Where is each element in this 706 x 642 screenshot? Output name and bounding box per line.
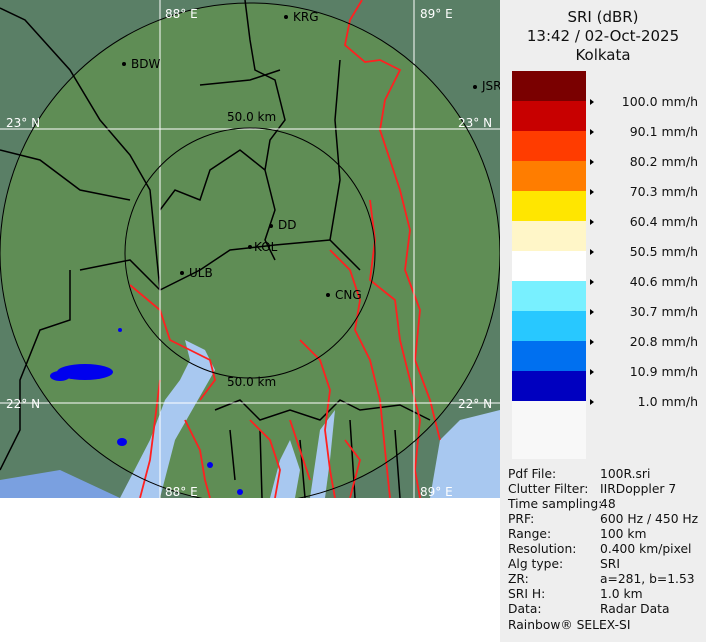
info-key: ZR: (508, 572, 529, 586)
ring-label-top: 50.0 km (227, 110, 276, 124)
water-bodies (0, 340, 500, 498)
color-band (512, 161, 586, 191)
place-dd: DD (278, 218, 296, 232)
scale-label: 90.1 mm/h (588, 124, 698, 139)
info-key: Clutter Filter: (508, 482, 589, 496)
color-band (512, 251, 586, 281)
scale-label: 1.0 mm/h (588, 394, 698, 409)
district-borders (0, 0, 431, 498)
scale-label: 20.8 mm/h (588, 334, 698, 349)
info-value: 0.400 km/pixel (600, 542, 692, 556)
color-band (512, 101, 586, 131)
info-key: PRF: (508, 512, 535, 526)
info-value: SRI (600, 557, 620, 571)
product-datetime: 13:42 / 02-Oct-2025 (526, 27, 680, 45)
lat-label-22-left: 22° N (6, 397, 40, 411)
color-band (512, 191, 586, 221)
color-band (512, 371, 586, 401)
place-krg: KRG (293, 10, 319, 24)
info-row: Time sampling:48 (508, 497, 616, 512)
info-row: Data: Radar Data (508, 602, 669, 617)
color-band (512, 311, 586, 341)
scale-label: 40.6 mm/h (588, 274, 698, 289)
scale-label: 100.0 mm/h (588, 94, 698, 109)
info-row: ZR: a=281, b=1.53 (508, 572, 695, 587)
scale-label: 70.3 mm/h (588, 184, 698, 199)
range-rings (0, 2, 500, 498)
info-row: Pdf File: 100R.sri (508, 467, 650, 482)
color-band (512, 131, 586, 161)
info-value: IIRDoppler 7 (600, 482, 677, 496)
radar-map[interactable]: 88° E 89° E 23° N 23° N 22° N 22° N 88° … (0, 0, 500, 498)
lat-label-22-right: 22° N (458, 397, 492, 411)
legend-panel: SRI (dBR) 13:42 / 02-Oct-2025 Kolkata 10… (500, 0, 706, 642)
station-name: Kolkata (575, 46, 631, 64)
info-value: Radar Data (600, 602, 670, 616)
info-key: Resolution: (508, 542, 577, 556)
info-key: Alg type: (508, 557, 564, 571)
color-band (512, 341, 586, 371)
info-row: Resolution: 0.400 km/pixel (508, 542, 691, 557)
graticule (0, 0, 500, 498)
info-value: 48 (600, 497, 616, 511)
lon-label-88: 88° E (165, 7, 198, 21)
lon-label-89: 89° E (420, 7, 453, 21)
info-key: Pdf File: (508, 467, 557, 481)
info-value: 100 km (600, 527, 647, 541)
info-value: a=281, b=1.53 (600, 572, 695, 586)
info-row: PRF: 600 Hz / 450 Hz (508, 512, 698, 527)
info-row: Range: 100 km (508, 527, 646, 542)
color-band (512, 281, 586, 311)
scale-label: 80.2 mm/h (588, 154, 698, 169)
info-key: Data: (508, 602, 542, 616)
scale-label: 30.7 mm/h (588, 304, 698, 319)
info-value: 600 Hz / 450 Hz (600, 512, 699, 526)
ring-label-bottom: 50.0 km (227, 375, 276, 389)
info-key: SRI H: (508, 587, 546, 601)
place-jsr: JSR (481, 79, 500, 93)
place-ulb: ULB (189, 266, 213, 280)
scale-label: 10.9 mm/h (588, 364, 698, 379)
lat-label-23-left: 23° N (6, 116, 40, 130)
color-band (512, 71, 586, 101)
lon-label-88-bottom: 88° E (165, 485, 198, 498)
info-row: Clutter Filter: IIRDoppler 7 (508, 482, 676, 497)
scale-label: 60.4 mm/h (588, 214, 698, 229)
lon-label-89-bottom: 89° E (420, 485, 453, 498)
radar-echoes (50, 328, 243, 495)
info-value: 1.0 km (600, 587, 643, 601)
info-row: SRI H: 1.0 km (508, 587, 643, 602)
lat-label-23-right: 23° N (458, 116, 492, 130)
place-kol: KOL (254, 240, 278, 254)
place-bdw: BDW (131, 57, 160, 71)
coverage-area (0, 3, 500, 498)
place-cng: CNG (335, 288, 362, 302)
scale-label: 50.5 mm/h (588, 244, 698, 259)
info-row: Alg type: SRI (508, 557, 620, 572)
credit: Rainbow® SELEX-SI (508, 618, 631, 632)
info-value: 100R.sri (600, 467, 651, 481)
color-band (512, 221, 586, 251)
info-key: Range: (508, 527, 552, 541)
no-data-band (512, 401, 586, 459)
product-title: SRI (dBR) (567, 8, 639, 26)
info-key: Time sampling: (508, 497, 603, 511)
